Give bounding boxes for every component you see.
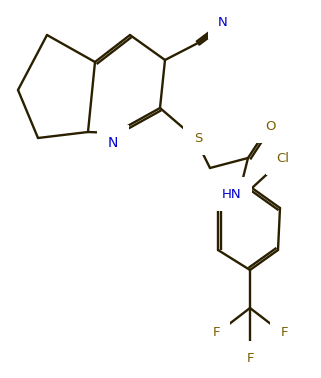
Text: F: F [246,352,254,364]
Text: Cl: Cl [276,152,290,164]
Text: F: F [280,327,288,339]
Text: N: N [108,136,118,150]
Text: N: N [218,15,228,28]
Text: S: S [194,132,202,144]
Text: F: F [212,327,220,339]
Text: O: O [265,119,275,133]
Text: HN: HN [222,187,242,200]
